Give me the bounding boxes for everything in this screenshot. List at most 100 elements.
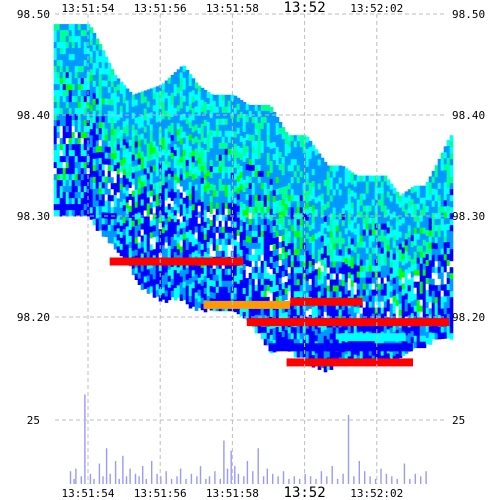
heatmap-cell bbox=[446, 176, 451, 183]
heatmap-cell bbox=[431, 200, 436, 208]
heatmap-cell bbox=[428, 230, 433, 237]
heatmap-cell bbox=[449, 273, 454, 280]
heatmap-cell bbox=[191, 234, 196, 241]
heatmap-cell bbox=[89, 207, 94, 214]
heatmap-cell bbox=[317, 195, 322, 202]
heatmap-cell bbox=[332, 255, 337, 262]
heatmap-cell bbox=[152, 195, 157, 202]
heatmap-cell bbox=[86, 108, 91, 115]
heatmap-cell bbox=[239, 159, 244, 167]
heatmap-cell bbox=[98, 74, 103, 81]
heatmap-cell bbox=[329, 351, 334, 358]
heatmap-cell bbox=[419, 305, 424, 313]
heatmap-cell bbox=[200, 183, 205, 191]
heatmap-cell bbox=[440, 242, 445, 249]
heatmap-cell bbox=[215, 190, 220, 198]
heatmap-cell bbox=[437, 200, 442, 208]
heatmap-cell bbox=[305, 172, 310, 180]
heatmap-cell bbox=[212, 214, 217, 222]
heatmap-cell bbox=[200, 285, 205, 293]
heatmap-cell bbox=[248, 248, 253, 256]
heatmap-cell bbox=[449, 231, 454, 238]
heatmap-cell bbox=[173, 84, 178, 91]
heatmap-cell bbox=[164, 206, 169, 213]
heatmap-cell bbox=[206, 248, 211, 255]
heatmap-cell bbox=[134, 219, 139, 226]
heatmap-cell bbox=[314, 263, 319, 270]
heatmap-cell bbox=[299, 147, 304, 154]
heatmap-cell bbox=[119, 147, 124, 155]
heatmap-cell bbox=[317, 279, 322, 286]
heatmap-cell bbox=[200, 159, 205, 167]
heatmap-cell bbox=[443, 236, 448, 243]
heatmap-cell bbox=[290, 273, 295, 280]
heatmap-cell bbox=[287, 189, 292, 196]
heatmap-cell bbox=[71, 186, 76, 193]
heatmap-cell bbox=[311, 283, 316, 290]
heatmap-cell bbox=[137, 230, 142, 237]
heatmap-cell bbox=[260, 224, 265, 232]
heatmap-cell bbox=[443, 188, 448, 195]
heatmap-cell bbox=[155, 92, 160, 99]
heatmap-cell bbox=[446, 266, 451, 273]
heatmap-cell bbox=[341, 220, 346, 227]
heatmap-cell bbox=[209, 292, 214, 299]
heatmap-cell bbox=[305, 286, 310, 294]
heatmap-cell bbox=[170, 170, 175, 178]
heatmap-cell bbox=[212, 274, 217, 282]
heatmap-cell bbox=[155, 146, 160, 153]
heatmap-cell bbox=[272, 256, 277, 263]
heatmap-cell bbox=[296, 327, 301, 334]
heatmap-cell bbox=[377, 283, 382, 290]
heatmap-cell bbox=[308, 290, 313, 298]
heatmap-cell bbox=[221, 208, 226, 216]
heatmap-cell bbox=[254, 140, 259, 148]
heatmap-cell bbox=[272, 190, 277, 197]
heatmap-cell bbox=[218, 94, 223, 102]
heatmap-cell bbox=[104, 224, 109, 231]
heatmap-cell bbox=[356, 325, 361, 332]
heatmap-cell bbox=[320, 349, 325, 357]
heatmap-cell bbox=[371, 235, 376, 242]
heatmap-cell bbox=[440, 158, 445, 165]
heatmap-cell bbox=[359, 217, 364, 224]
heatmap-cell bbox=[185, 123, 190, 131]
heatmap-cell bbox=[188, 266, 193, 273]
heatmap-cell bbox=[362, 175, 367, 182]
heatmap-cell bbox=[245, 272, 250, 279]
heatmap-cell bbox=[278, 218, 283, 225]
heatmap-cell bbox=[65, 114, 70, 121]
heatmap-cell bbox=[287, 255, 292, 262]
heatmap-cell bbox=[296, 351, 301, 358]
heatmap-cell bbox=[185, 237, 190, 245]
heatmap-cell bbox=[212, 262, 217, 270]
heatmap-cell bbox=[92, 32, 97, 40]
heatmap-cell bbox=[260, 110, 265, 118]
heatmap-cell bbox=[395, 275, 400, 283]
heatmap-cell bbox=[164, 236, 169, 243]
heatmap-cell bbox=[434, 303, 439, 310]
heatmap-cell bbox=[449, 327, 454, 334]
heatmap-cell bbox=[278, 200, 283, 207]
heatmap-cell bbox=[293, 279, 298, 286]
heatmap-cell bbox=[365, 247, 370, 254]
heatmap-cell bbox=[68, 156, 73, 163]
heatmap-cell bbox=[170, 80, 175, 88]
heatmap-cell bbox=[158, 199, 163, 206]
heatmap-cell bbox=[323, 167, 328, 175]
heatmap-cell bbox=[227, 100, 232, 108]
heatmap-cell bbox=[164, 122, 169, 129]
heatmap-cell bbox=[71, 48, 76, 55]
heatmap-cell bbox=[176, 111, 181, 118]
heatmap-cell bbox=[353, 216, 358, 223]
heatmap-cell bbox=[74, 120, 79, 127]
heatmap-cell bbox=[305, 148, 310, 156]
heatmap-cell bbox=[320, 175, 325, 183]
heatmap-cell bbox=[254, 326, 259, 334]
heatmap-cell bbox=[257, 122, 262, 130]
heatmap-cell bbox=[266, 170, 271, 178]
heatmap-cell bbox=[146, 155, 151, 162]
heatmap-cell bbox=[119, 87, 124, 95]
heatmap-cell bbox=[212, 178, 217, 186]
heatmap-cell bbox=[215, 154, 220, 162]
